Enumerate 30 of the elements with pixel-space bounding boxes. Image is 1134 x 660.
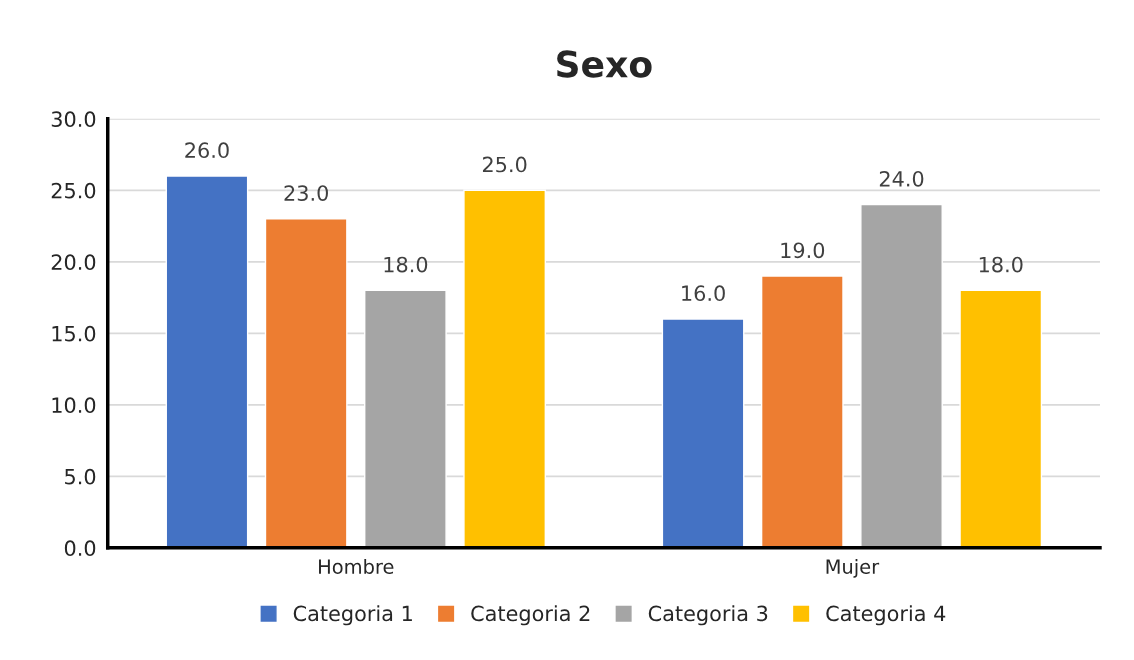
data-label: 19.0 <box>781 242 825 259</box>
data-label: 18.0 <box>979 256 1023 273</box>
y-tick-label: 10.0 <box>52 397 96 414</box>
bar <box>959 289 1043 548</box>
bar <box>463 189 547 548</box>
y-tick-label: 20.0 <box>51 254 96 271</box>
bar <box>264 218 348 548</box>
y-tick-label: 30.0 <box>51 111 96 128</box>
data-label: 25.0 <box>482 156 527 173</box>
y-tick-label: 0.0 <box>64 540 96 557</box>
bar <box>860 203 943 548</box>
data-label: 26.0 <box>185 142 229 159</box>
data-label: 16.0 <box>682 285 725 302</box>
legend-label: Categoria 2 <box>471 605 590 626</box>
chart-title: Sexo <box>557 50 652 78</box>
bar <box>165 175 249 548</box>
y-tick-label: 5.0 <box>65 468 96 485</box>
bar <box>760 275 844 548</box>
y-tick-label: 15.0 <box>52 325 96 342</box>
data-label: 18.0 <box>384 256 428 273</box>
data-label: 24.0 <box>879 170 924 187</box>
legend-label: Categoria 4 <box>826 605 946 626</box>
data-label: 23.0 <box>284 185 328 201</box>
bar <box>661 318 745 548</box>
legend-label: Categoria 1 <box>293 605 412 626</box>
legend-label: Categoria 3 <box>648 605 768 626</box>
y-tick-label: 25.0 <box>51 182 96 199</box>
bar <box>364 289 447 548</box>
x-tick-label: Hombre <box>319 558 394 574</box>
x-tick-label: Mujer <box>826 558 880 578</box>
